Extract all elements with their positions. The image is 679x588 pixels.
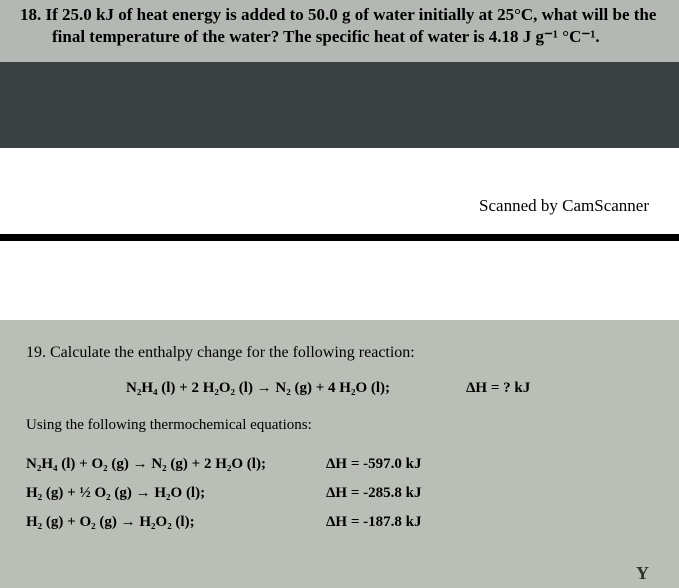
q19-eq2-right: ΔH = -285.8 kJ	[326, 485, 653, 502]
page1-footer: Scanned by CamScanner	[0, 148, 679, 234]
q19-eq3: H₂ (g) + O₂ (g) → H₂O₂ (l); ΔH = -187.8 …	[26, 514, 653, 531]
page1-dark-gap	[0, 62, 679, 148]
question-19-section: 19. Calculate the enthalpy change for th…	[0, 320, 679, 588]
q19-eq1: N₂H₄ (l) + O₂ (g) → N₂ (g) + 2 H₂O (l); …	[26, 456, 653, 473]
q19-eq1-left: N₂H₄ (l) + O₂ (g) → N₂ (g) + 2 H₂O (l);	[26, 456, 326, 473]
q18-line2: final temperature of the water? The spec…	[20, 26, 659, 48]
q19-main-eq-dh: ΔH = ? kJ	[466, 380, 530, 397]
q19-using-text: Using the following thermochemical equat…	[26, 417, 653, 434]
q19-eq3-left: H₂ (g) + O₂ (g) → H₂O₂ (l);	[26, 514, 326, 531]
q19-eq2-left: H₂ (g) + ½ O₂ (g) → H₂O (l);	[26, 485, 326, 502]
page2-top-gap	[0, 241, 679, 320]
cursor-icon: Y	[636, 563, 649, 584]
q19-eq2: H₂ (g) + ½ O₂ (g) → H₂O (l); ΔH = -285.8…	[26, 485, 653, 502]
q19-prompt: 19. Calculate the enthalpy change for th…	[26, 344, 653, 362]
q19-eq1-right: ΔH = -597.0 kJ	[326, 456, 653, 473]
scanned-by-label: Scanned by CamScanner	[479, 196, 649, 215]
q19-main-equation: N₂H₄ (l) + 2 H₂O₂ (l) → N₂ (g) + 4 H₂O (…	[26, 380, 653, 397]
page-divider	[0, 234, 679, 241]
question-18-section: 18. If 25.0 kJ of heat energy is added t…	[0, 0, 679, 62]
q19-eq3-right: ΔH = -187.8 kJ	[326, 514, 653, 531]
q18-line1: 18. If 25.0 kJ of heat energy is added t…	[20, 4, 659, 26]
q19-main-eq-left: N₂H₄ (l) + 2 H₂O₂ (l) → N₂ (g) + 4 H₂O (…	[126, 380, 466, 397]
